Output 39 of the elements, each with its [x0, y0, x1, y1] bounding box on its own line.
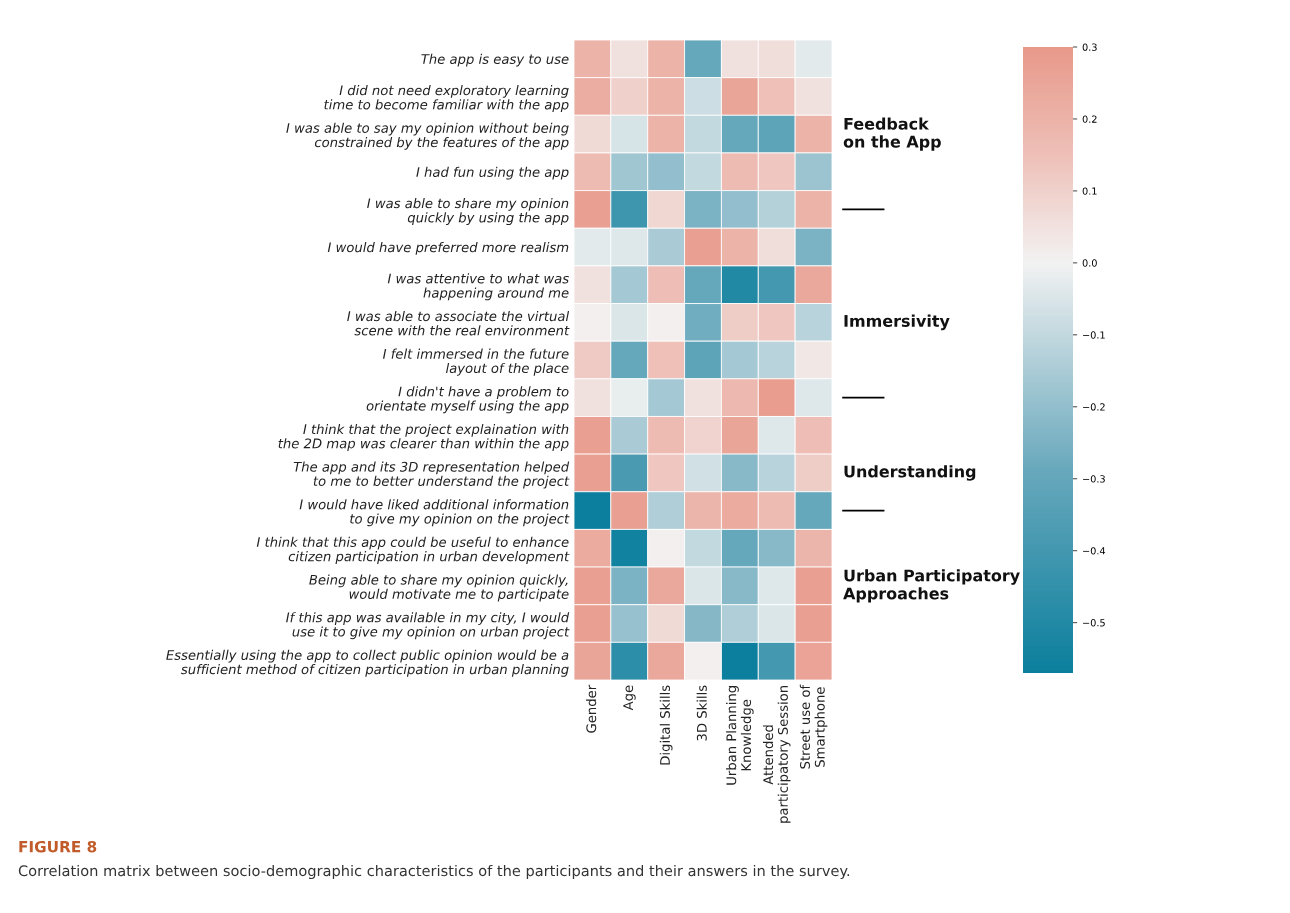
y-tick-label: I think that the project explaination with the 2D map was clearer than within the app	[278, 423, 569, 451]
y-tick-label: I did not need exploratory learning time to become familiar with the app	[324, 85, 569, 113]
y-tick-label: Essentially using the app to collect public opinion would be a sufficient method of citizen participation in urban planning	[166, 649, 569, 677]
y2-tick-label: Immersivity	[844, 314, 950, 331]
color-bar-label: −0.5	[1083, 619, 1105, 627]
color-bar-label: −0.3	[1083, 475, 1105, 483]
y-tick-label: I felt immersed in the future layout of the place	[382, 348, 569, 376]
y-tick-label: If this app was available in my city, I would use it to give my opinion on urban project	[286, 612, 570, 640]
x-tick-label: Digital Skills	[659, 685, 673, 765]
x-tick-label: Gender	[586, 684, 597, 733]
y-tick-label: I was able to say my opinion without being constrained by the features of the app	[286, 122, 569, 150]
color-bar-label: 0.0	[1082, 259, 1097, 267]
x-tick-label: Attended participatory Session	[762, 685, 791, 823]
y-tick-label: I was attentive to what was happening around me	[387, 273, 569, 301]
text: Correlation matrix between socio-demographic characteristics of the participants and their answers in the survey.	[18, 864, 850, 880]
y-tick-label: I didn't have a problem to orientate myself using the app	[366, 386, 569, 414]
color-bar-label: −0.2	[1083, 403, 1105, 411]
color-bar-label: −0.1	[1083, 331, 1105, 339]
x-tick-label: Street use of Smartphone	[799, 684, 828, 769]
y2-tick-label: Understanding	[844, 465, 976, 481]
y2-tick-label: Feedback on the App	[843, 117, 941, 151]
y-tick-label: Being able to share my opinion quickly, would motivate me to participate	[309, 574, 569, 602]
y-tick-label: I think that this app could be useful to enhance citizen participation in urban development	[256, 536, 570, 564]
color-bar-label: −0.4	[1083, 547, 1106, 555]
y-tick-label: I had fun using the app	[416, 166, 569, 180]
y2-tick-label: Urban Participatory Approaches	[843, 569, 1020, 603]
x-tick-label: Urban Planning Knowledge	[726, 686, 754, 785]
y-tick-label: The app is easy to use	[421, 53, 569, 67]
color-bar-label: 0.3	[1082, 43, 1097, 51]
y-tick-label: I was able to associate the virtual scene with the real environment	[347, 310, 570, 336]
y-tick-label: I would have preferred more realism	[327, 242, 569, 255]
y-tick-label: I would have liked additional information to give my opinion on the project	[299, 499, 570, 527]
y-tick-label: The app and its 3D representation helped to me to better understand the project	[293, 461, 570, 489]
color-bar-label: 0.2	[1082, 115, 1097, 123]
y-tick-label: I was able to share my opinion quickly by using the app	[367, 198, 569, 226]
x-tick-label: 3D Skills	[696, 685, 707, 741]
color-bar-label: 0.1	[1082, 187, 1097, 195]
text: FIGURE 8	[19, 840, 97, 853]
x-tick-label: Age	[623, 685, 636, 711]
